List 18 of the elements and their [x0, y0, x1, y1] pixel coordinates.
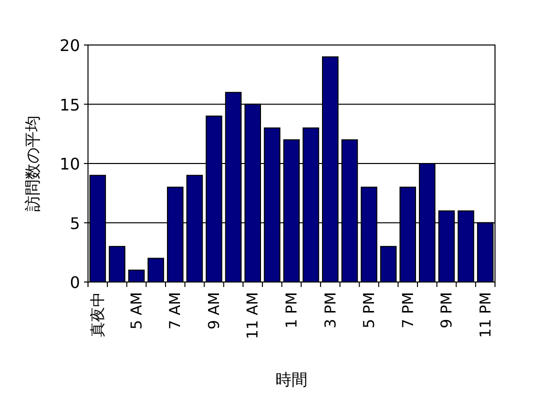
- y-tick-label: 5: [70, 214, 80, 233]
- x-axis-title: 時間: [276, 370, 308, 389]
- x-tick-label: 5 PM: [360, 292, 378, 328]
- x-tick-label: 7 PM: [398, 292, 417, 328]
- x-tick-label: 5 AM: [127, 292, 146, 330]
- x-tick-label: 9 AM: [204, 292, 223, 330]
- y-tick-label: 20: [60, 36, 80, 55]
- x-tick-label: 9 PM: [438, 292, 456, 328]
- y-tick-label: 0: [70, 273, 80, 292]
- y-axis-title: 訪問数の平均: [23, 116, 42, 212]
- x-tick-label: 1 PM: [282, 292, 300, 328]
- x-tick-label: 3 PM: [321, 292, 340, 328]
- x-tick-label: 11 AM: [244, 292, 262, 340]
- x-tick-label: 7 AM: [166, 292, 184, 330]
- x-tick-label: 真夜中: [88, 292, 107, 337]
- y-tick-label: 15: [60, 95, 80, 114]
- y-tick-label: 10: [60, 154, 80, 174]
- x-tick-label: 11 PM: [476, 292, 494, 338]
